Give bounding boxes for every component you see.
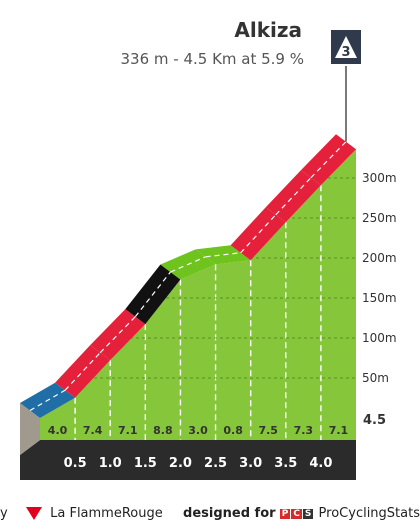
distance-band [20, 440, 356, 480]
profile-area [40, 149, 356, 440]
km-label: 3.5 [274, 456, 297, 471]
pcs-logo-s: S [302, 508, 314, 519]
km-label: 1.5 [134, 456, 157, 471]
segment-centerline [134, 271, 171, 318]
km-label: 0.5 [64, 456, 87, 471]
gradient-segment [230, 207, 286, 261]
segment-centerline [205, 252, 241, 258]
gradient-label: 0.8 [223, 424, 243, 437]
gradient-label: 7.1 [329, 424, 349, 437]
km-label: 2.5 [204, 456, 227, 471]
gradient-label: 3.0 [188, 424, 208, 437]
gradient-label: 7.5 [258, 424, 278, 437]
km-label: 3.0 [239, 456, 262, 471]
gradient-segment [195, 245, 251, 265]
elevation-tick-label: 100m [362, 331, 397, 345]
end-distance-label: 4.5 [363, 413, 386, 428]
segment-centerline [170, 256, 206, 273]
gradient-label: 7.1 [118, 424, 138, 437]
pcs-logo-p: P [279, 508, 291, 519]
profile-side-face [20, 403, 40, 455]
segment-centerline [29, 389, 66, 412]
category-number: 3 [341, 45, 350, 60]
gradient-label: 7.4 [83, 424, 103, 437]
gradient-label: 8.8 [153, 424, 173, 437]
category-triangle-icon [335, 36, 357, 58]
la-flamme-rouge-text: La FlammeRouge [50, 506, 163, 521]
procyclingstats-text: ProCyclingStats [318, 506, 420, 521]
pcs-logo-c: C [291, 508, 302, 519]
la-flamme-rouge-brand: y La FlammeRouge [0, 506, 163, 521]
flamme-rouge-icon [25, 507, 42, 520]
gradient-segment [55, 345, 111, 398]
gradient-segment [90, 309, 146, 361]
gradient-label: 7.3 [294, 424, 314, 437]
climb-subtitle: 336 m - 4.5 Km at 5.9 % [120, 50, 304, 68]
elevation-tick-label: 150m [362, 291, 397, 305]
gradient-segment [300, 134, 356, 186]
km-label: 2.0 [169, 456, 192, 471]
footer-prefix: y [0, 506, 8, 521]
elevation-tick-label: 50m [362, 371, 389, 385]
gradient-segment [265, 170, 321, 223]
km-label: 1.0 [99, 456, 122, 471]
elevation-tick-label: 250m [362, 211, 397, 225]
designed-for-text: designed for [183, 506, 276, 521]
elevation-tick-label: 300m [362, 171, 397, 185]
km-label: 4.0 [309, 456, 332, 471]
gradient-label: 4.0 [48, 424, 68, 437]
climb-title: Alkiza [234, 18, 302, 42]
elevation-tick-label: 200m [362, 251, 397, 265]
